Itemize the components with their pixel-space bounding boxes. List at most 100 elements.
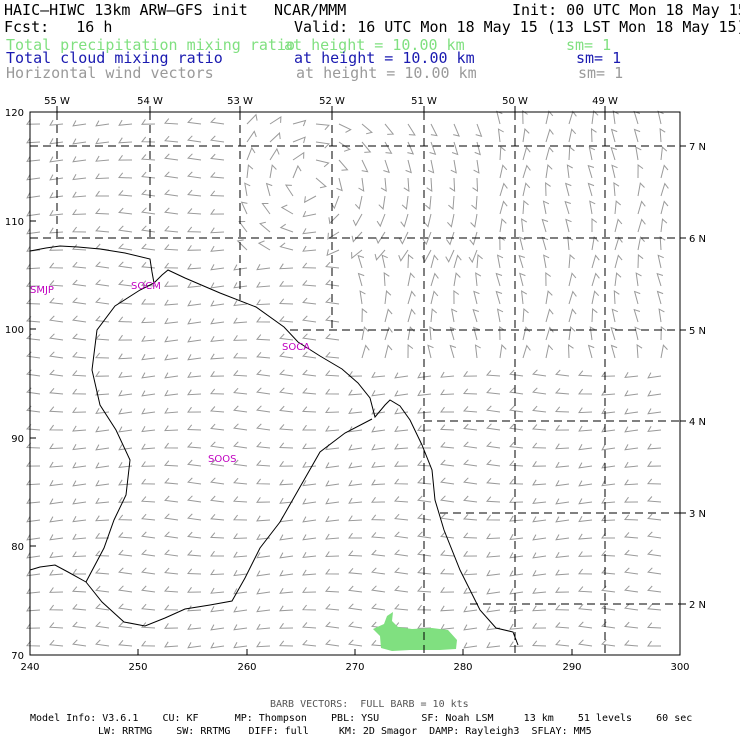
wind-barb [647, 513, 662, 521]
wind-barb [279, 442, 294, 449]
wind-barb [233, 405, 248, 413]
wind-barb [26, 298, 41, 305]
wind-barb [398, 249, 409, 262]
wind-barb [637, 164, 644, 179]
wind-barb [26, 640, 41, 647]
wind-barb [509, 641, 524, 648]
wind-barb [555, 443, 570, 450]
wind-barb [486, 642, 501, 649]
wind-barb [518, 254, 525, 269]
wind-barb [210, 300, 225, 307]
wind-barb [187, 477, 202, 485]
wind-barb [601, 389, 616, 396]
wind-barb [118, 497, 133, 503]
wind-barb [578, 407, 593, 414]
wind-barb [26, 479, 41, 486]
wind-barb [325, 498, 340, 505]
wind-barb [256, 533, 271, 541]
wind-barb [378, 195, 386, 210]
wind-barb [427, 159, 435, 174]
wind-barb [210, 135, 225, 143]
wind-barb [26, 155, 41, 163]
wind-barb [256, 441, 271, 449]
field-name-precip: Total precipitation mixing ratio [6, 36, 295, 54]
wind-barb [383, 159, 390, 174]
wind-barb [95, 621, 110, 629]
wind-barb [164, 281, 179, 287]
wind-barb [187, 531, 202, 539]
wind-barb [163, 244, 179, 251]
wind-barb [577, 586, 593, 593]
wind-barb [601, 426, 616, 433]
field-name-cloud: Total cloud mixing ratio [6, 49, 223, 67]
wind-barb [577, 370, 593, 377]
wind-barb [416, 460, 432, 467]
x-tick-label: 270 [345, 662, 364, 673]
wind-barb [26, 405, 41, 413]
wind-barb [531, 442, 547, 449]
wind-barb [325, 333, 340, 341]
wind-barb [601, 603, 616, 611]
wind-barb [601, 585, 616, 593]
wind-barb [187, 153, 202, 161]
wind-barb [48, 406, 64, 413]
wind-barb [95, 550, 110, 557]
wind-barb [440, 459, 455, 467]
wind-barb [610, 344, 618, 359]
wind-barb [522, 182, 531, 197]
wind-barb [141, 189, 156, 197]
wind-barb [141, 298, 155, 305]
wind-barb [532, 479, 547, 486]
wind-barb [302, 480, 317, 487]
wind-barb [610, 146, 617, 161]
wind-barb [384, 326, 393, 341]
wind-barb [233, 352, 248, 359]
longitude-label: 51 W [411, 96, 437, 107]
wind-barb [568, 308, 577, 323]
wind-barb [588, 146, 596, 161]
wind-barb [453, 290, 460, 305]
wind-barb [509, 423, 524, 431]
wind-barb [246, 130, 257, 143]
wind-barb [361, 344, 370, 359]
wind-barb [520, 290, 528, 305]
wind-barb [325, 533, 340, 540]
wind-barb [95, 297, 110, 305]
wind-barb [634, 326, 641, 341]
wind-barb [284, 184, 294, 197]
wind-barb [141, 354, 156, 361]
wind-barb [624, 514, 639, 521]
wind-barb [49, 604, 64, 611]
wind-barb [49, 587, 64, 593]
wind-barb [49, 461, 64, 468]
wind-barb [233, 387, 248, 395]
wind-barb [118, 621, 133, 629]
wind-barb [624, 390, 639, 397]
wind-barb [522, 199, 529, 215]
wind-barb [601, 532, 615, 539]
wind-barb [463, 569, 478, 576]
wind-barb [429, 326, 436, 341]
wind-barb [210, 335, 225, 343]
wind-barb [371, 408, 386, 415]
wind-barb [256, 351, 271, 359]
wind-barb [141, 225, 156, 233]
wind-barb [301, 262, 317, 269]
wind-barb [95, 279, 110, 287]
wind-barb [338, 159, 349, 171]
wind-barb [519, 236, 526, 251]
wind-barb [303, 195, 317, 204]
wind-barb [417, 604, 432, 611]
wind-barb [186, 226, 202, 233]
wind-barb [394, 390, 409, 397]
wind-barb [141, 461, 156, 467]
wind-barb [522, 307, 529, 323]
wind-barb [72, 315, 87, 323]
wind-barb [49, 209, 64, 217]
wind-barb [71, 586, 87, 593]
wind-barb [186, 442, 202, 449]
wind-barb [394, 408, 409, 415]
wind-barb [555, 480, 570, 487]
wind-barb [407, 326, 415, 341]
wind-barb [141, 513, 156, 521]
